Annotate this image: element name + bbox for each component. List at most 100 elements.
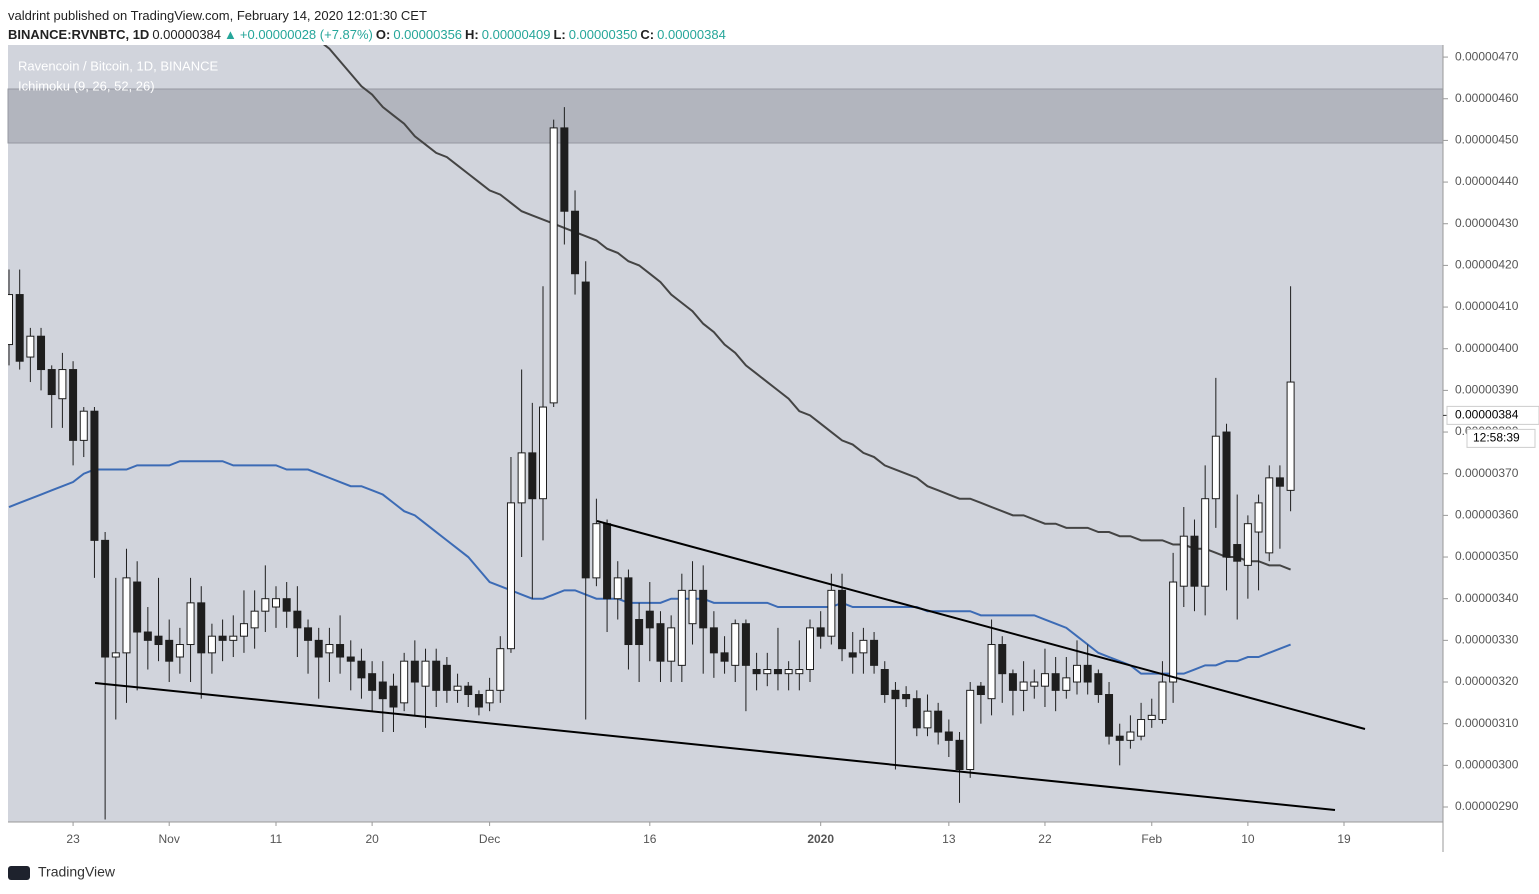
candle-body bbox=[645, 610, 654, 629]
x-tick-label: 22 bbox=[1038, 832, 1052, 846]
last-price-box bbox=[1446, 405, 1539, 425]
trend-line bbox=[596, 520, 1366, 730]
candle-body bbox=[966, 689, 975, 771]
candle-body bbox=[453, 685, 462, 691]
candle-body bbox=[709, 627, 718, 654]
candle-body bbox=[902, 694, 911, 700]
chart-title: Ravencoin / Bitcoin, 1D, BINANCE bbox=[18, 58, 218, 73]
candle-body bbox=[1222, 431, 1231, 558]
brand: TradingView bbox=[38, 864, 116, 880]
x-tick-label: 16 bbox=[643, 832, 657, 846]
x-tick-label: 13 bbox=[942, 832, 956, 846]
candle-body bbox=[848, 652, 857, 658]
y-tick-label: 0.00000430 bbox=[1455, 216, 1519, 230]
candle-body bbox=[485, 689, 494, 704]
candle-body bbox=[346, 656, 355, 662]
candle-body bbox=[773, 669, 782, 675]
ohlc-value: 0.00000356 bbox=[393, 27, 463, 42]
candle-body bbox=[1201, 498, 1210, 587]
candle-body bbox=[442, 664, 451, 691]
symbol: BINANCE:RVNBTC, 1D bbox=[8, 27, 150, 42]
indicator-line bbox=[322, 45, 1291, 571]
candle-body bbox=[175, 644, 184, 658]
candle-body bbox=[624, 577, 633, 646]
candle-body bbox=[15, 294, 24, 362]
candle-body bbox=[1158, 681, 1167, 721]
candle-body bbox=[197, 602, 206, 654]
candle-body bbox=[410, 660, 419, 683]
candle-body bbox=[560, 127, 569, 212]
candle-body bbox=[1019, 681, 1028, 691]
candle-body bbox=[325, 644, 334, 654]
candle-body bbox=[293, 610, 302, 629]
candle-body bbox=[859, 639, 868, 654]
y-tick-label: 0.00000290 bbox=[1455, 799, 1519, 813]
candle-body bbox=[827, 589, 836, 637]
candle-body bbox=[69, 369, 78, 441]
candle-body bbox=[784, 669, 793, 675]
candle-body bbox=[592, 523, 601, 579]
candle-body bbox=[506, 502, 515, 650]
candle-body bbox=[154, 635, 163, 646]
candle-body bbox=[421, 660, 430, 687]
ohlc-label: H: bbox=[465, 27, 479, 42]
ohlc-value: 0.00000384 bbox=[657, 27, 726, 42]
candle-body bbox=[1137, 719, 1146, 737]
candle-body bbox=[677, 589, 686, 666]
candle-body bbox=[731, 623, 740, 666]
y-tick-label: 0.00000360 bbox=[1455, 508, 1519, 522]
candle-body bbox=[891, 689, 900, 700]
x-tick-label: 10 bbox=[1241, 832, 1255, 846]
x-tick-label: 23 bbox=[66, 832, 80, 846]
change: +0.00000028 (+7.87%) bbox=[239, 27, 373, 42]
y-tick-label: 0.00000350 bbox=[1455, 549, 1519, 563]
y-tick-label: 0.00000410 bbox=[1455, 299, 1519, 313]
candle-body bbox=[1286, 381, 1295, 491]
candle-body bbox=[838, 589, 847, 650]
candle-body bbox=[870, 639, 879, 666]
candle-body bbox=[656, 623, 665, 662]
candle-body bbox=[795, 669, 804, 675]
candle-body bbox=[47, 369, 56, 396]
candle-body bbox=[218, 635, 227, 641]
countdown-box bbox=[1466, 428, 1536, 448]
candle-body bbox=[1115, 735, 1124, 741]
candle-body bbox=[613, 577, 622, 600]
candle-body bbox=[1233, 544, 1242, 562]
candle-body bbox=[90, 410, 99, 541]
candle-body bbox=[539, 406, 547, 500]
candle-body bbox=[1147, 714, 1156, 721]
candle-body bbox=[165, 639, 174, 662]
arrow: ▲ bbox=[224, 27, 237, 42]
ohlc-value: 0.00000409 bbox=[481, 27, 551, 42]
candle-body bbox=[496, 648, 505, 691]
candle-body bbox=[976, 685, 985, 696]
candle-body bbox=[1083, 664, 1092, 683]
candle-body bbox=[944, 731, 953, 741]
trend-line bbox=[94, 682, 1336, 811]
y-tick-label: 0.00000340 bbox=[1455, 591, 1519, 605]
ohlc-label: L: bbox=[553, 27, 566, 42]
x-tick-label: Nov bbox=[159, 832, 180, 846]
candle-body bbox=[699, 589, 708, 629]
y-tick-label: 0.00000300 bbox=[1455, 758, 1519, 772]
candle-body bbox=[474, 694, 483, 708]
candle-body bbox=[1073, 664, 1081, 683]
candle-body bbox=[239, 623, 248, 637]
candle-body bbox=[122, 577, 131, 654]
candle-body bbox=[934, 710, 943, 733]
y-tick-label: 0.00000440 bbox=[1455, 174, 1519, 188]
candle-body bbox=[1030, 681, 1039, 687]
candle-body bbox=[549, 127, 558, 404]
candle-body bbox=[1275, 477, 1284, 487]
x-tick-label: 11 bbox=[270, 832, 283, 846]
candle-body bbox=[635, 619, 644, 646]
candle-body bbox=[261, 598, 270, 612]
header: valdrint published on TradingView.com, F… bbox=[8, 6, 729, 44]
quote-line: BINANCE:RVNBTC, 1D 0.00000384 ▲ +0.00000028… bbox=[8, 25, 729, 44]
x-tick-label: 2020 bbox=[807, 832, 834, 846]
candle-body bbox=[101, 539, 110, 658]
candle-body bbox=[1169, 581, 1178, 683]
